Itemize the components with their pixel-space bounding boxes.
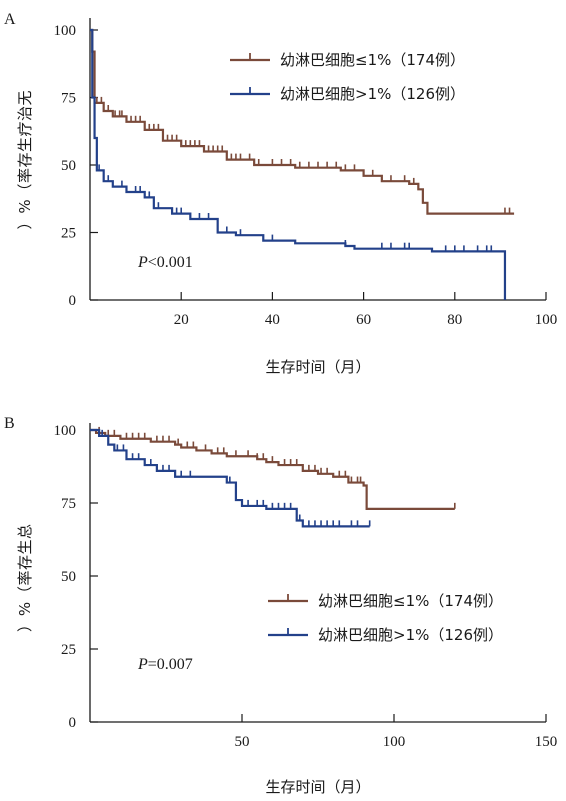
series-line-0 <box>90 428 455 510</box>
y-axis-title-char: 总 <box>16 524 34 539</box>
series-line-1 <box>90 428 370 528</box>
panel-a-ticks: 0 25 50 75 100 20 40 60 80 100 <box>54 23 558 328</box>
legend-label: 幼淋巴细胞>1%（126例） <box>318 626 503 644</box>
y-axis-title-char: 治 <box>16 106 34 121</box>
y-tick-label: 0 <box>69 715 77 731</box>
y-tick-label: 25 <box>61 642 76 658</box>
legend-label: 幼淋巴细胞≤1%（174例） <box>280 51 465 69</box>
y-axis-title-char: 存 <box>16 152 34 167</box>
panel-b-x-axis-title: 生存时间（月） <box>265 778 370 796</box>
panel-a-legend: 幼淋巴细胞≤1%（174例） 幼淋巴细胞>1%（126例） <box>230 51 465 103</box>
panel-b-letter: B <box>4 415 15 432</box>
x-tick-label: 50 <box>235 734 250 750</box>
x-tick-label: 100 <box>383 734 406 750</box>
y-tick-label: 50 <box>61 158 76 174</box>
legend-label: 幼淋巴细胞>1%（126例） <box>280 85 465 103</box>
y-axis-title-char: 存 <box>16 555 34 570</box>
y-tick-label: 100 <box>54 23 77 39</box>
legend-label: 幼淋巴细胞≤1%（174例） <box>318 592 503 610</box>
y-tick-label: 0 <box>69 293 77 309</box>
panel-a-p-value: P<0.001 <box>137 254 193 271</box>
y-axis-title-char: （ <box>16 586 34 601</box>
y-axis-title-char: % <box>16 199 34 213</box>
x-tick-label: 60 <box>356 312 371 328</box>
x-tick-label: 80 <box>447 312 462 328</box>
y-tick-label: 25 <box>61 226 76 242</box>
x-tick-label: 20 <box>174 312 189 328</box>
y-axis-title-char: 率 <box>16 168 34 183</box>
panel-b-ticks: 0 25 50 75 100 50 100 150 <box>54 423 558 750</box>
panel-b-legend: 幼淋巴细胞≤1%（174例） 幼淋巴细胞>1%（126例） <box>268 592 503 644</box>
panel-a-series <box>90 28 515 300</box>
y-tick-label: 100 <box>54 423 77 439</box>
y-axis-title-char: ） <box>16 214 34 229</box>
y-axis-title-char: （ <box>16 183 34 198</box>
y-axis-title-char: % <box>16 602 34 616</box>
panel-b-p-value: P=0.007 <box>137 656 193 673</box>
y-axis-title-char: ） <box>16 617 34 632</box>
x-tick-label: 100 <box>535 312 558 328</box>
y-tick-label: 50 <box>61 569 76 585</box>
y-tick-label: 75 <box>61 91 76 107</box>
x-tick-label: 40 <box>265 312 280 328</box>
y-axis-title-char: 生 <box>16 539 34 554</box>
y-axis-title-char: 率 <box>16 570 34 585</box>
y-axis-title-char: 生 <box>16 137 34 152</box>
panel-b-series <box>90 426 456 528</box>
y-axis-title-char: 无 <box>16 90 34 105</box>
panel-a-letter: A <box>4 11 16 28</box>
y-axis-title-char: 疗 <box>16 121 34 136</box>
panel-a-x-axis-title: 生存时间（月） <box>265 358 370 376</box>
x-tick-label: 150 <box>535 734 558 750</box>
y-tick-label: 75 <box>61 496 76 512</box>
